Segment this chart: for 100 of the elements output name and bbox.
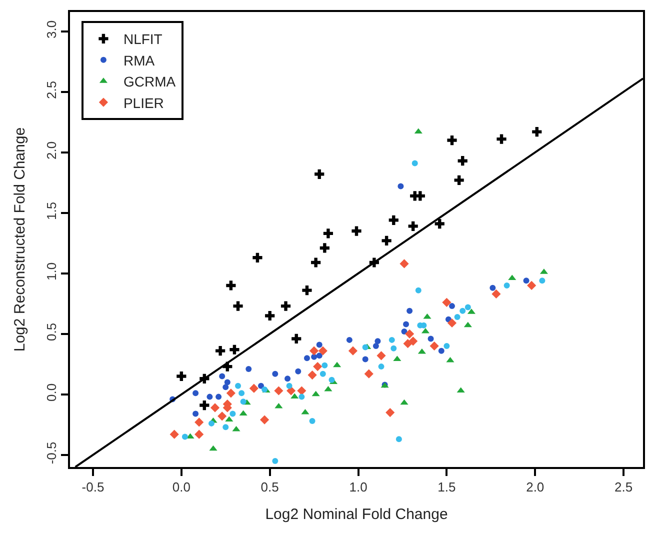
point [290, 393, 299, 399]
y-tick-label: 1.5 [44, 202, 59, 220]
point [386, 408, 395, 418]
point [240, 398, 246, 405]
point [170, 430, 179, 439]
point [219, 373, 226, 380]
point [274, 386, 284, 396]
point [403, 321, 410, 328]
point [428, 336, 434, 342]
point [309, 418, 316, 424]
point [454, 175, 464, 185]
point [400, 399, 408, 405]
point [372, 342, 379, 349]
point [396, 436, 402, 442]
point [449, 303, 455, 310]
point [405, 329, 414, 338]
point [390, 345, 397, 352]
point [238, 390, 245, 396]
point [388, 336, 395, 343]
point [393, 356, 402, 362]
point [444, 342, 450, 349]
point [454, 314, 460, 320]
point [249, 384, 258, 393]
point [230, 410, 236, 417]
point [280, 301, 291, 311]
point [316, 352, 322, 359]
point [447, 135, 457, 146]
point [295, 368, 302, 374]
point [320, 370, 326, 377]
point [442, 298, 452, 307]
point [232, 426, 240, 432]
point [352, 226, 362, 236]
point [216, 346, 226, 356]
point [225, 416, 234, 422]
x-tick-label: 0.5 [260, 480, 279, 495]
point [492, 289, 501, 298]
point [194, 418, 204, 427]
legend-label: PLIER [123, 94, 164, 111]
x-tick-label: -0.5 [82, 480, 104, 495]
point [378, 364, 384, 370]
point [333, 362, 342, 368]
point [415, 287, 422, 294]
point [308, 370, 317, 380]
point [458, 156, 468, 166]
point [292, 334, 302, 344]
point [412, 160, 418, 166]
x-tick-label: 2.0 [526, 480, 544, 495]
legend-label: GCRMA [123, 74, 176, 90]
point [312, 390, 320, 396]
point [246, 366, 252, 372]
point [323, 228, 333, 238]
point [194, 430, 204, 439]
point [182, 434, 188, 440]
point [265, 310, 275, 321]
point [382, 236, 392, 246]
point [328, 376, 335, 383]
point [239, 410, 248, 416]
point [258, 382, 264, 389]
point [322, 362, 328, 368]
point [406, 308, 413, 314]
point [235, 382, 242, 389]
point [226, 280, 236, 290]
point [260, 415, 270, 424]
point [318, 346, 328, 356]
point [176, 371, 186, 382]
point [230, 344, 240, 354]
point [218, 412, 227, 421]
y-tick-label: 0.0 [44, 383, 59, 402]
y-tick-label: 2.5 [44, 80, 59, 99]
point [376, 351, 386, 360]
point [311, 258, 321, 268]
x-axis-title: Log2 Nominal Fold Change [265, 506, 448, 524]
point [527, 280, 536, 290]
point [274, 402, 283, 408]
y-tick-label: 2.0 [44, 141, 59, 160]
x-tick-label: 2.5 [614, 480, 633, 495]
point [272, 458, 278, 464]
point [286, 382, 292, 389]
point [434, 218, 444, 229]
point [252, 252, 262, 262]
point [456, 387, 465, 393]
point [408, 221, 418, 231]
x-tick-label: 1.5 [438, 480, 456, 495]
point [284, 376, 291, 382]
point [192, 410, 199, 417]
point [208, 420, 214, 426]
point [430, 341, 439, 351]
point [400, 259, 409, 268]
point [496, 134, 506, 144]
point [233, 301, 243, 311]
point [388, 215, 398, 225]
point [222, 424, 229, 430]
point [362, 356, 368, 362]
y-axis-title: Log2 Reconstructed Fold Change [12, 127, 29, 352]
point [206, 394, 213, 400]
point [460, 308, 466, 314]
y-tick-label: 1.0 [44, 262, 59, 280]
point [302, 286, 312, 296]
point [415, 191, 425, 201]
point [311, 354, 318, 360]
